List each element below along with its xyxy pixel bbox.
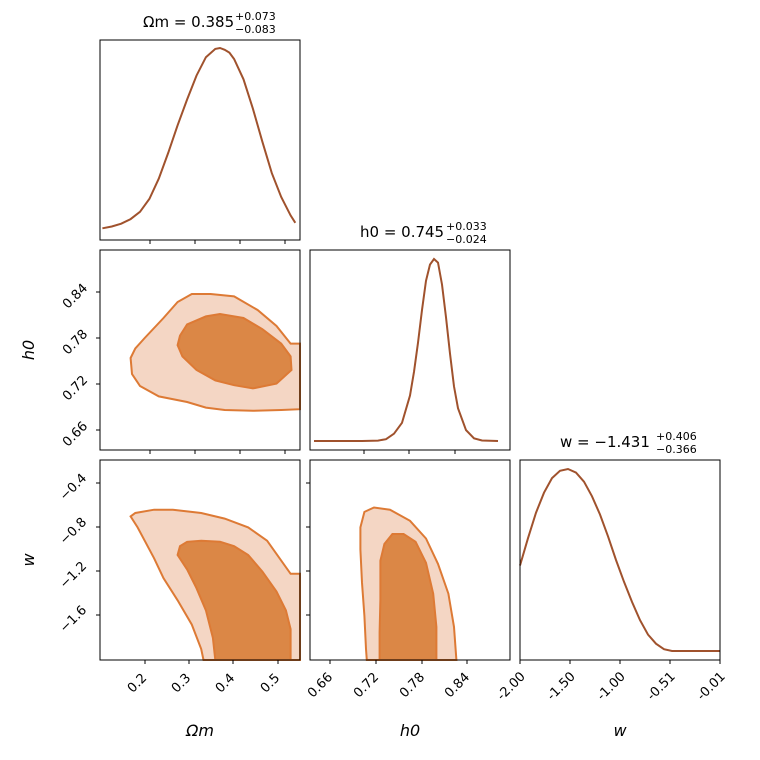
omega-m-h0-68-contour xyxy=(176,312,293,390)
h0-tick-label: 0.72 xyxy=(60,373,91,404)
omega-m-tick-label: 0.2 xyxy=(125,671,150,696)
h0-tick-label: 0.66 xyxy=(305,670,336,701)
w-tick-label: -0.51 xyxy=(644,669,678,703)
y-axis-label-w: w xyxy=(19,553,38,567)
h0-marginal-frame xyxy=(309,249,511,451)
omega-m-w-frame xyxy=(99,459,301,661)
title-h0-upper: +0.033 xyxy=(446,220,487,233)
title-w-value: w = −1.431 xyxy=(560,433,650,451)
y-axis-label-h0: h0 xyxy=(19,340,38,360)
h0-w-68-contour xyxy=(378,533,438,661)
w-tick-label: −0.8 xyxy=(57,515,90,548)
title-omega-m-lower: −0.083 xyxy=(235,23,276,36)
title-w: w = −1.431 +0.406 −0.366 xyxy=(560,430,697,456)
panel-h0-marginal xyxy=(309,249,511,454)
title-h0: h0 = 0.745 +0.033 −0.024 xyxy=(360,220,487,246)
x-axis-label-w: w xyxy=(613,721,627,740)
h0-tick-label: 0.84 xyxy=(60,281,91,312)
h0-tick-label: 0.84 xyxy=(442,670,473,701)
omega-m-tick-label: 0.4 xyxy=(213,671,238,696)
omega-m-marginal-curve xyxy=(102,46,297,230)
title-omega-m: Ωm = 0.385 +0.073 −0.083 xyxy=(143,10,276,36)
w-marginal-curve xyxy=(519,467,720,652)
panel-omega-m-h0: 0.84 0.78 0.72 0.66 xyxy=(60,249,301,454)
title-omega-m-value: Ωm = 0.385 xyxy=(143,13,234,31)
panel-omega-m-w: −0.4 −0.8 −1.2 −1.6 0.2 0.3 0.4 0.5 xyxy=(57,459,301,696)
x-axis-label-h0: h0 xyxy=(400,721,420,740)
omega-m-w-68-contour xyxy=(176,539,292,661)
title-w-lower: −0.366 xyxy=(656,443,697,456)
panel-omega-m-marginal xyxy=(99,39,301,244)
w-tick-label: −1.2 xyxy=(57,559,90,592)
h0-marginal-curve xyxy=(314,257,499,442)
h0-w-frame xyxy=(309,459,511,661)
omega-m-tick-label: 0.3 xyxy=(169,671,194,696)
title-omega-m-upper: +0.073 xyxy=(235,10,276,23)
w-tick-label: -1.00 xyxy=(594,669,628,703)
panel-h0-w: 0.66 0.72 0.78 0.84 xyxy=(305,459,511,701)
x-axis-label-omega-m: Ωm xyxy=(185,721,214,740)
title-h0-lower: −0.024 xyxy=(446,233,487,246)
w-tick-label: -2.00 xyxy=(494,669,528,703)
w-tick-label: −1.6 xyxy=(57,603,90,636)
w-tick-label: −0.4 xyxy=(57,471,90,504)
omega-m-tick-label: 0.5 xyxy=(258,671,283,696)
omega-m-marginal-frame xyxy=(99,39,301,241)
w-tick-label: -0.01 xyxy=(694,669,728,703)
h0-tick-label: 0.72 xyxy=(351,670,382,701)
h0-tick-label: 0.78 xyxy=(60,327,91,358)
omega-m-h0-frame xyxy=(99,249,301,451)
h0-tick-label: 0.66 xyxy=(60,419,91,450)
w-marginal-frame xyxy=(519,459,721,661)
w-tick-label: -1.50 xyxy=(544,669,578,703)
h0-tick-label: 0.78 xyxy=(397,670,428,701)
title-w-upper: +0.406 xyxy=(656,430,697,443)
panel-w-marginal: -2.00 -1.50 -1.00 -0.51 -0.01 xyxy=(494,459,729,704)
title-h0-value: h0 = 0.745 xyxy=(360,223,444,241)
